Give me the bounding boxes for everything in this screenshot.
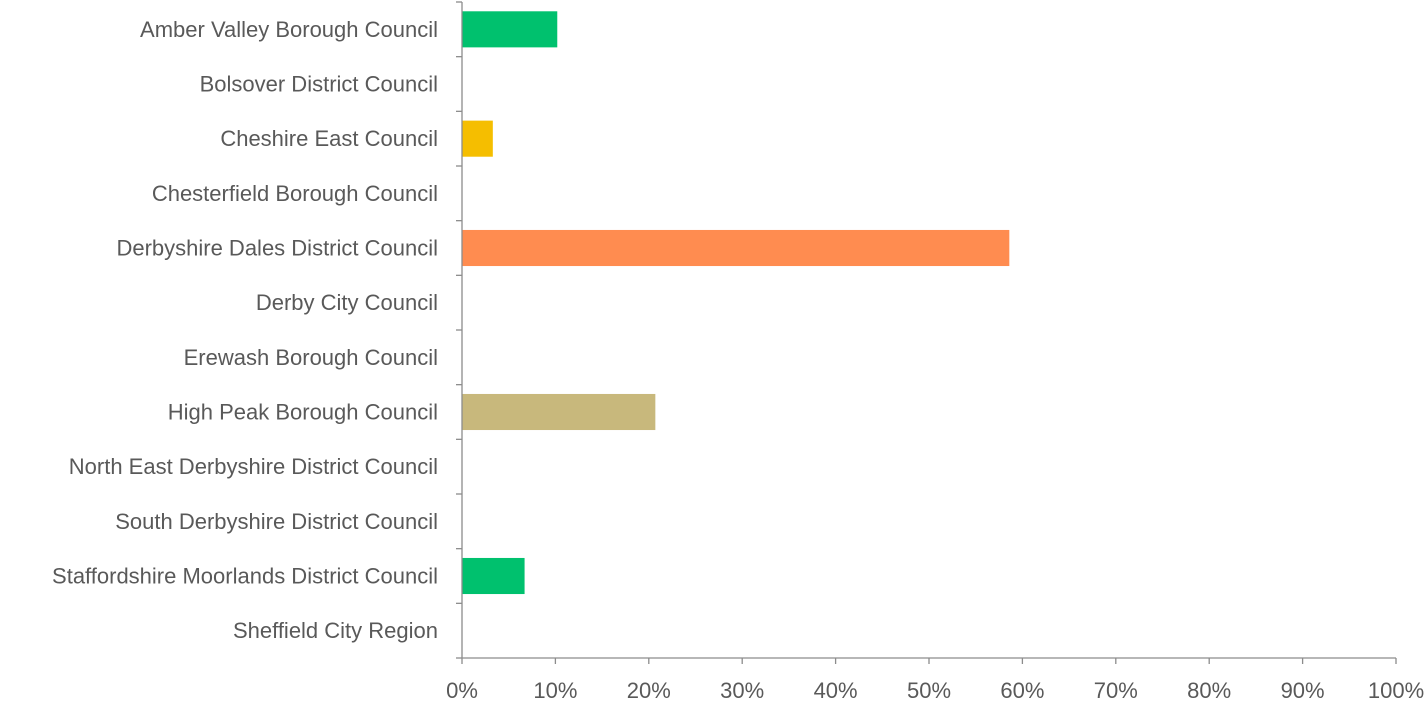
category-label-11: Sheffield City Region bbox=[233, 618, 438, 643]
x-tick-label-9: 90% bbox=[1281, 678, 1325, 703]
x-tick-label-2: 20% bbox=[627, 678, 671, 703]
category-label-3: Chesterfield Borough Council bbox=[152, 181, 438, 206]
bar-7 bbox=[462, 393, 656, 431]
tick-labels-group: 0% 10% 20% 30% 40% 50% 60% 70% 80% 90% 100% bbox=[446, 678, 1424, 703]
x-tick-label-3: 30% bbox=[720, 678, 764, 703]
x-tick-label-1: 10% bbox=[533, 678, 577, 703]
category-label-1: Bolsover District Council bbox=[200, 72, 438, 97]
x-tick-label-0: 0% bbox=[446, 678, 478, 703]
category-labels-group: Amber Valley Borough Council Bolsover Dis… bbox=[52, 17, 438, 643]
bar-0 bbox=[462, 11, 558, 48]
x-tick-label-5: 50% bbox=[907, 678, 951, 703]
category-label-2: Cheshire East Council bbox=[220, 126, 438, 151]
category-label-0: Amber Valley Borough Council bbox=[140, 17, 438, 42]
category-label-4: Derbyshire Dales District Council bbox=[116, 236, 438, 261]
x-tick-label-10: 100% bbox=[1368, 678, 1424, 703]
x-tick-label-7: 70% bbox=[1094, 678, 1138, 703]
category-label-8: North East Derbyshire District Council bbox=[69, 454, 438, 479]
category-label-7: High Peak Borough Council bbox=[168, 400, 438, 425]
category-label-9: South Derbyshire District Council bbox=[115, 509, 438, 534]
x-tick-label-4: 40% bbox=[814, 678, 858, 703]
category-label-10: Staffordshire Moorlands District Council bbox=[52, 564, 438, 589]
bar-4 bbox=[462, 229, 1010, 267]
bars-group bbox=[462, 11, 1010, 595]
bar-2 bbox=[462, 120, 493, 157]
x-tick-label-8: 80% bbox=[1187, 678, 1231, 703]
category-label-5: Derby City Council bbox=[256, 290, 438, 315]
category-label-6: Erewash Borough Council bbox=[184, 345, 438, 370]
x-tick-label-6: 60% bbox=[1000, 678, 1044, 703]
bar-10 bbox=[462, 557, 525, 595]
axes-group bbox=[456, 1, 1397, 664]
